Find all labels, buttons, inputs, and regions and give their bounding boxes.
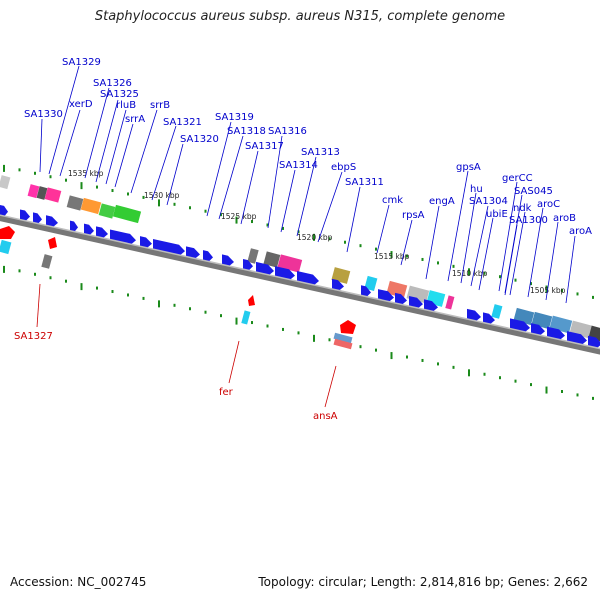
gene-label: fer — [219, 387, 234, 398]
gene-label: cmk — [382, 195, 403, 206]
gene-label: SA1330 — [24, 109, 63, 120]
gene-label: gerCC — [502, 173, 533, 184]
forward-labels: SA1329 SA1326 SA1325 xerD SA1330 rluB sr… — [24, 57, 592, 304]
gene-label: SA1316 — [268, 126, 307, 137]
reverse-gene-arrow — [248, 295, 255, 306]
gene-label: srrB — [150, 100, 170, 111]
forward-gene-arrow — [186, 246, 200, 260]
gene-label: SA1320 — [180, 134, 219, 145]
forward-gene-arrow — [409, 295, 423, 310]
reverse-gene-track — [0, 226, 356, 350]
gene-label: engA — [429, 196, 455, 207]
topology-text: Topology: circular; Length: 2,814,816 bp… — [258, 575, 588, 589]
accession-text: Accession: NC_002745 — [10, 575, 147, 589]
forward-gene-arrow — [243, 259, 253, 272]
gene-label: SA1329 — [62, 57, 101, 68]
forward-gene-arrow — [531, 323, 545, 337]
forward-gene-arrow — [395, 292, 407, 306]
kbp-label: 1525 kbp — [221, 212, 257, 221]
gene-label: aroB — [553, 213, 576, 224]
kbp-label-group: 1535 kbp 1530 kbp 1525 kbp 1520 kbp 1515… — [68, 169, 566, 295]
forward-gene-arrow — [0, 205, 8, 217]
forward-gene-arrow — [424, 299, 438, 313]
gene-label: SA1318 — [227, 126, 266, 137]
gene-label: SA1313 — [301, 147, 340, 158]
gene-label: srrA — [125, 114, 145, 125]
gene-label: rpsA — [402, 210, 425, 221]
forward-gene-arrow — [467, 308, 481, 322]
gene-label: ubiE — [486, 209, 508, 220]
gene-label: xerD — [69, 99, 93, 110]
gene-label: SA1319 — [215, 112, 254, 123]
gene-label: SAS045 — [514, 186, 553, 197]
forward-gene-arrow — [140, 236, 152, 249]
forward-gene-arrow — [378, 289, 394, 303]
forward-gene-arrow — [46, 215, 58, 228]
forward-gene-arrow — [361, 285, 371, 298]
gene-label: SA1321 — [163, 117, 202, 128]
kbp-label: 1510 kbp — [452, 269, 488, 278]
forward-gene-arrow — [70, 220, 78, 233]
forward-gene-arrow — [33, 212, 42, 225]
reverse-labels: SA1327 fer ansA — [14, 283, 338, 422]
gene-label: SA1304 — [469, 196, 508, 207]
gene-label: SA1314 — [279, 160, 318, 171]
gene-label: ansA — [313, 411, 338, 422]
gene-label: SA1326 — [93, 78, 132, 89]
reverse-gene-arrow — [340, 320, 356, 334]
tick-track-inner — [3, 265, 594, 400]
gene-label: SA1300 — [509, 215, 548, 226]
gene-label: ebpS — [331, 162, 356, 173]
reverse-gene-arrow — [0, 226, 15, 239]
forward-gene-arrow — [153, 239, 185, 257]
genome-backbone — [0, 214, 600, 355]
kbp-label: 1520 kbp — [297, 233, 333, 242]
gene-label: hu — [470, 184, 483, 195]
gene-label: aroA — [569, 226, 592, 237]
gene-label: aroC — [537, 199, 560, 210]
gene-label: ndk — [513, 203, 532, 214]
forward-gene-arrow — [332, 278, 344, 292]
kbp-label: 1515 kbp — [374, 252, 410, 261]
forward-gene-arrow — [96, 226, 108, 240]
gene-label: SA1317 — [245, 141, 284, 152]
forward-gene-arrow — [20, 209, 30, 222]
forward-gene-track — [0, 205, 600, 349]
genome-title: Staphylococcus aureus subsp. aureus N315… — [94, 9, 506, 24]
gene-label: SA1311 — [345, 177, 384, 188]
forward-gene-arrow — [203, 250, 213, 263]
reverse-gene-arrow — [48, 237, 57, 249]
forward-gene-arrow — [84, 223, 94, 236]
tick-track-outer — [3, 164, 594, 299]
forward-gene-arrow — [588, 335, 600, 349]
gene-label: rluB — [116, 100, 136, 111]
gene-label: gpsA — [456, 162, 481, 173]
forward-gene-arrow — [483, 312, 495, 326]
forward-gene-arrow — [222, 254, 234, 268]
cog-blocks — [0, 175, 600, 342]
gene-label: SA1325 — [100, 89, 139, 100]
kbp-label: 1530 kbp — [144, 191, 180, 200]
gene-label: SA1327 — [14, 331, 53, 342]
